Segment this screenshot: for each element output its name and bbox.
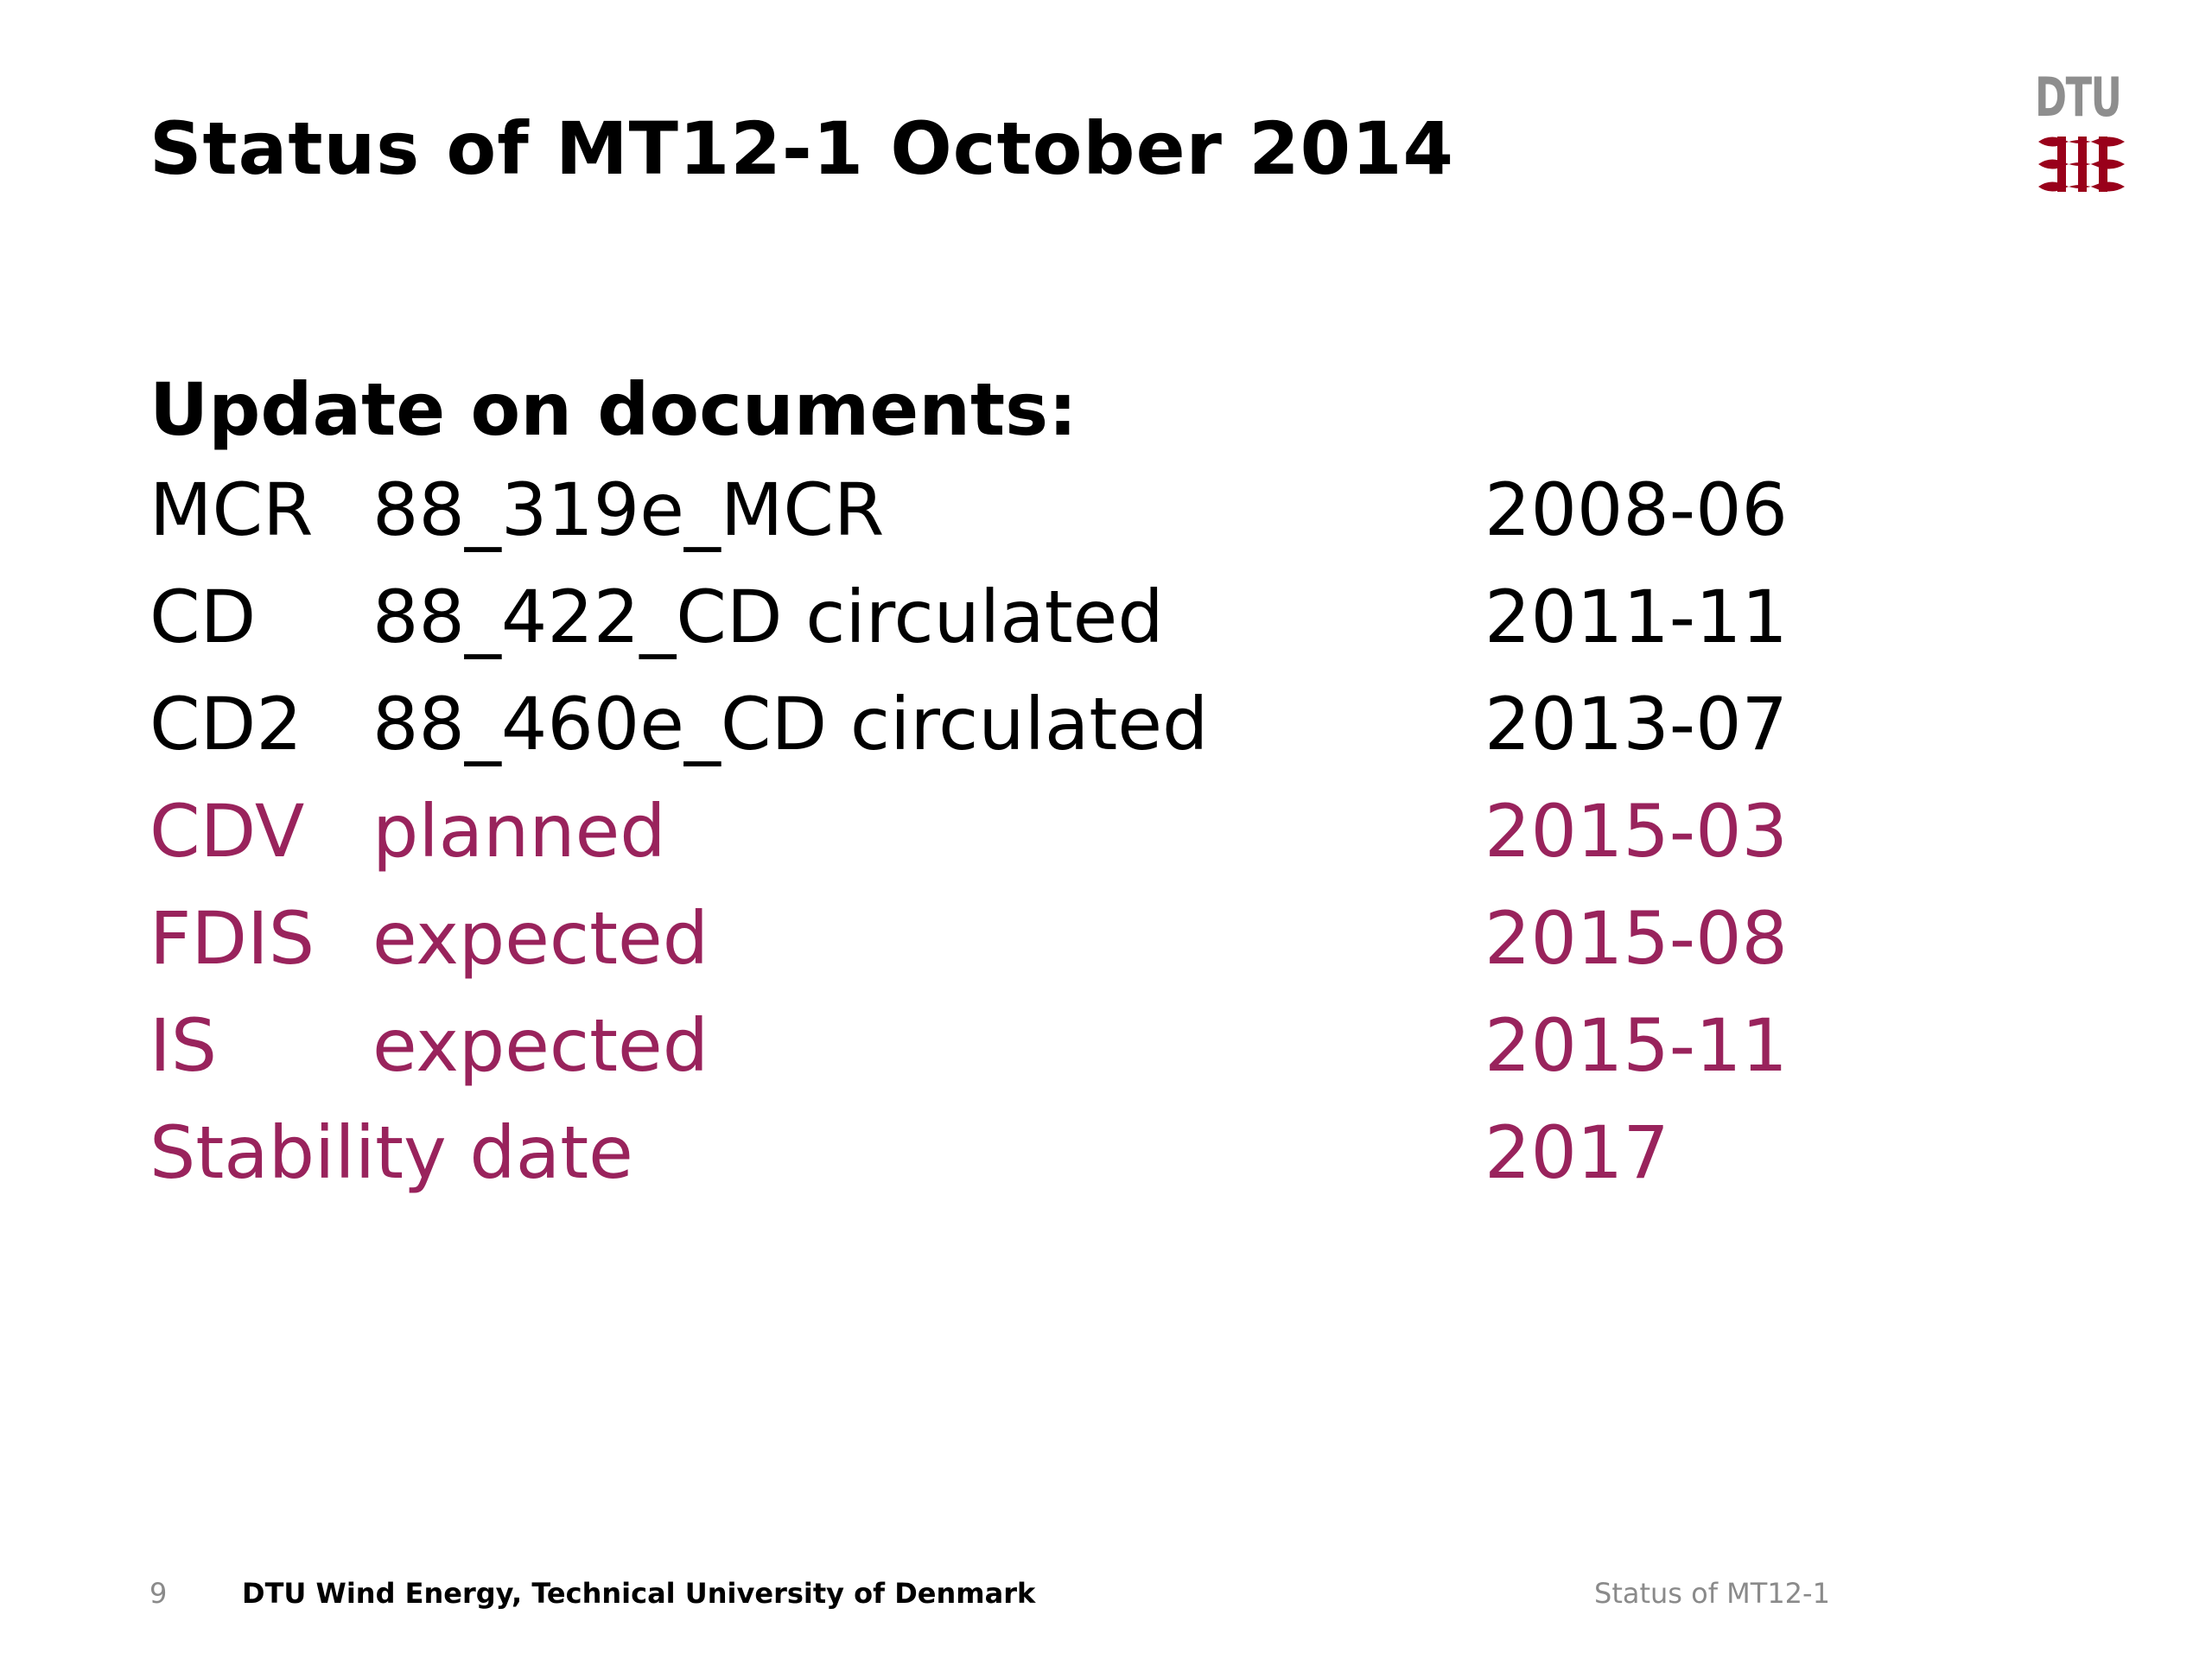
document-code: MCR: [149, 467, 314, 552]
document-row-cd: CD 88_422_CD circulated 2011-11: [149, 581, 1878, 688]
footer-short-title: Status of MT12-1: [1594, 1577, 1830, 1610]
document-date: 2015-03: [1484, 789, 1788, 874]
footer-organization: DTU Wind Energy, Technical University of…: [242, 1577, 1036, 1610]
document-description: 88_319e_MCR: [372, 467, 885, 552]
document-date: 2008-06: [1484, 467, 1788, 552]
document-code: Stability date: [149, 1110, 633, 1195]
document-row-is: IS expected 2015-11: [149, 1009, 1878, 1116]
document-date: 2015-08: [1484, 896, 1788, 981]
document-description: 88_460e_CD circulated: [372, 682, 1209, 766]
footer-page-number: 9: [149, 1577, 168, 1610]
document-row-mcr: MCR 88_319e_MCR 2008-06: [149, 474, 1878, 581]
logo-text: DTU: [2035, 66, 2122, 129]
document-code: CD2: [149, 682, 302, 766]
document-row-stability: Stability date 2017: [149, 1116, 1878, 1224]
document-code: IS: [149, 1003, 218, 1088]
document-code: FDIS: [149, 896, 315, 981]
document-date: 2011-11: [1484, 575, 1788, 659]
slide-title: Status of MT12-1 October 2014: [149, 106, 1454, 191]
logo-wave-icon: [2038, 137, 2125, 192]
dtu-logo-icon: DTU: [2035, 71, 2139, 209]
document-row-fdis: FDIS expected 2015-08: [149, 902, 1878, 1009]
document-list: MCR 88_319e_MCR 2008-06 CD 88_422_CD cir…: [149, 474, 1878, 1224]
document-description: planned: [372, 789, 666, 874]
document-row-cd2: CD2 88_460e_CD circulated 2013-07: [149, 688, 1878, 795]
document-code: CD: [149, 575, 257, 659]
document-description: expected: [372, 1003, 709, 1088]
document-code: CDV: [149, 789, 305, 874]
document-description: expected: [372, 896, 709, 981]
document-date: 2017: [1484, 1110, 1669, 1195]
document-row-cdv: CDV planned 2015-03: [149, 795, 1878, 902]
document-date: 2015-11: [1484, 1003, 1788, 1088]
document-description: 88_422_CD circulated: [372, 575, 1164, 659]
section-heading: Update on documents:: [149, 367, 1077, 452]
document-date: 2013-07: [1484, 682, 1788, 766]
